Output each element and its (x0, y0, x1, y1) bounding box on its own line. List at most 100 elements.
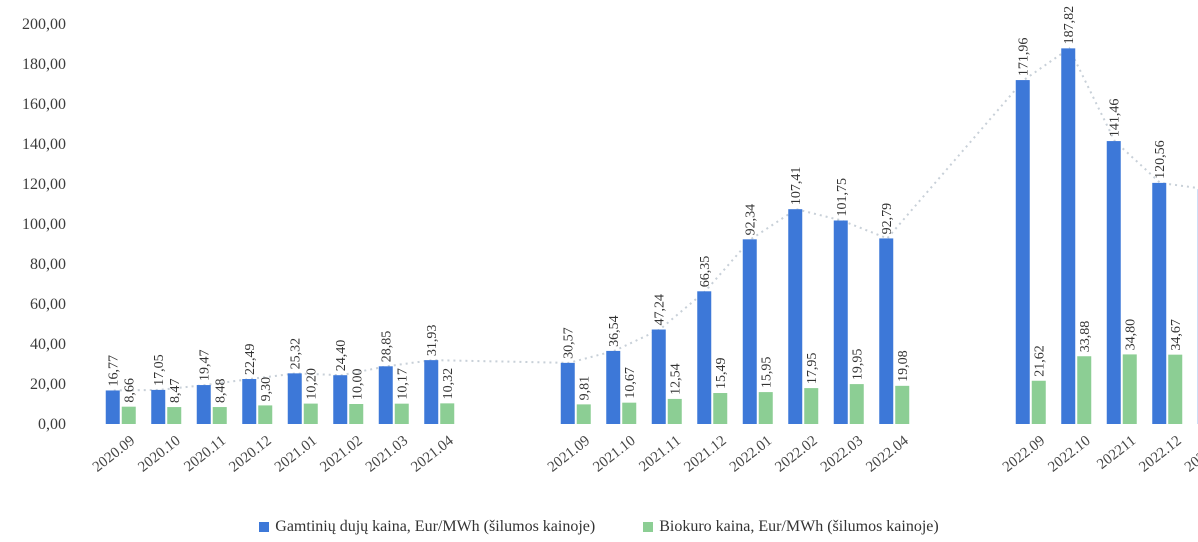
bar-gas (424, 360, 439, 424)
x-tick-label: 2022.12 (1136, 433, 1184, 476)
data-label-gas: 30,57 (562, 327, 577, 359)
y-tick-label: 120,00 (22, 176, 66, 193)
x-tick-label: 2020.12 (226, 433, 274, 476)
bar-gas (788, 209, 803, 424)
bar-biofuel (303, 403, 318, 424)
data-label-gas: 22,49 (243, 344, 258, 376)
data-label-gas: 24,40 (334, 340, 349, 372)
legend: Gamtinių dujų kaina, Eur/MWh (šilumos ka… (0, 516, 1198, 538)
data-label-biofuel: 10,17 (396, 368, 411, 400)
data-label-biofuel: 10,32 (441, 368, 456, 400)
y-tick-label: 200,00 (22, 16, 66, 33)
bar-gas (287, 373, 302, 424)
y-tick-label: 160,00 (22, 96, 66, 113)
bar-gas (1106, 141, 1121, 424)
x-tick-label: 2020.09 (90, 433, 138, 476)
bar-biofuel (167, 407, 182, 424)
data-label-gas: 36,54 (607, 315, 622, 347)
data-label-biofuel: 15,95 (760, 357, 775, 389)
data-label-biofuel: 12,54 (669, 363, 684, 395)
bar-biofuel (1031, 380, 1046, 424)
bar-gas (1061, 48, 1076, 425)
bar-biofuel (758, 392, 773, 424)
data-label-biofuel: 19,08 (896, 350, 911, 382)
y-tick-label: 180,00 (22, 56, 66, 73)
data-label-biofuel: 34,80 (1124, 319, 1139, 351)
y-tick-label: 60,00 (30, 296, 66, 313)
data-label-gas: 19,47 (198, 350, 213, 382)
x-tick-label: 2021.12 (681, 433, 729, 476)
data-label-biofuel: 33,88 (1078, 321, 1093, 353)
data-label-gas: 28,85 (380, 331, 395, 363)
legend-swatch-biofuel (643, 522, 654, 532)
x-tick-label: 2020.11 (181, 433, 229, 475)
bar-biofuel (576, 404, 591, 424)
bar-gas (742, 239, 757, 424)
data-label-biofuel: 8,66 (123, 378, 138, 403)
data-label-biofuel: 34,67 (1169, 319, 1184, 351)
bar-gas (697, 291, 712, 424)
x-tick-label: 2022.09 (1000, 433, 1048, 476)
bar-biofuel (440, 403, 455, 424)
data-label-biofuel: 9,30 (259, 377, 274, 402)
x-tick-label: 2021.09 (545, 433, 593, 476)
bar-gas (833, 220, 848, 424)
x-tick-label: 2021.10 (590, 433, 638, 476)
bar-chart: 0,00 20,00 40,00 60,00 80,00 100,00 120,00 140,… (22, 6, 1198, 476)
data-label-gas: 187,82 (1062, 6, 1077, 45)
bar-biofuel (713, 393, 728, 424)
bar-biofuel (622, 402, 637, 424)
y-tick-label: 80,00 (30, 256, 66, 273)
bar-biofuel (212, 407, 227, 424)
bar-biofuel (121, 406, 136, 424)
x-tick-label: 2022.10 (1045, 433, 1093, 476)
data-label-biofuel: 9,81 (578, 376, 593, 401)
bar-biofuel (1077, 356, 1092, 424)
x-tick-label: 2021.11 (636, 433, 684, 475)
data-label-gas: 17,05 (152, 354, 167, 386)
bar-gas (378, 366, 393, 424)
x-tick-label: 2020.10 (135, 433, 183, 476)
legend-item-gas[interactable]: Gamtinių dujų kaina, Eur/MWh (šilumos ka… (259, 518, 595, 536)
bar-biofuel (667, 398, 682, 424)
data-label-gas: 171,96 (1017, 38, 1032, 77)
bar-gas (1152, 182, 1167, 424)
data-label-gas: 16,77 (107, 355, 122, 387)
x-tick-label: 2022.03 (818, 433, 866, 476)
x-tick-label: 2022.02 (772, 433, 820, 476)
data-label-biofuel: 19,95 (851, 349, 866, 381)
data-label-gas: 92,79 (880, 203, 895, 235)
legend-swatch-gas (259, 522, 270, 532)
x-tick-label: 2021.02 (317, 433, 365, 476)
x-tick-label: 2022.04 (863, 433, 912, 476)
data-label-gas: 101,75 (835, 178, 850, 217)
data-label-gas: 120,56 (1153, 140, 1168, 179)
x-tick-label: 2021.01 (272, 433, 320, 476)
bar-gas (1015, 80, 1030, 424)
y-tick-label: 20,00 (30, 376, 66, 393)
data-label-biofuel: 10,00 (350, 369, 365, 401)
bar-biofuel (258, 405, 273, 424)
y-tick-label: 0,00 (38, 416, 66, 433)
data-label-gas: 141,46 (1108, 99, 1123, 138)
bar-gas (606, 350, 621, 424)
data-label-gas: 47,24 (653, 294, 668, 326)
data-label-biofuel: 21,62 (1033, 345, 1048, 377)
bar-biofuel (394, 403, 409, 424)
data-label-gas: 31,93 (425, 325, 440, 357)
legend-item-biofuel[interactable]: Biokuro kaina, Eur/MWh (šilumos kainoje) (643, 518, 939, 536)
bar-gas (105, 390, 120, 424)
bar-biofuel (349, 404, 364, 424)
data-label-biofuel: 15,49 (714, 358, 729, 390)
bar-gas (242, 379, 257, 424)
data-label-biofuel: 10,67 (623, 367, 638, 399)
x-tick-label: 2021.03 (363, 433, 411, 476)
legend-label-biofuel: Biokuro kaina, Eur/MWh (šilumos kainoje) (659, 518, 939, 535)
legend-label-gas: Gamtinių dujų kaina, Eur/MWh (šilumos ka… (275, 518, 596, 535)
y-tick-label: 100,00 (22, 216, 66, 233)
data-label-gas: 107,41 (789, 167, 804, 206)
bar-gas (196, 385, 211, 424)
bar-gas (879, 238, 894, 424)
data-label-gas: 92,34 (744, 204, 759, 236)
x-tick-label: 2023.01 (1182, 433, 1198, 476)
